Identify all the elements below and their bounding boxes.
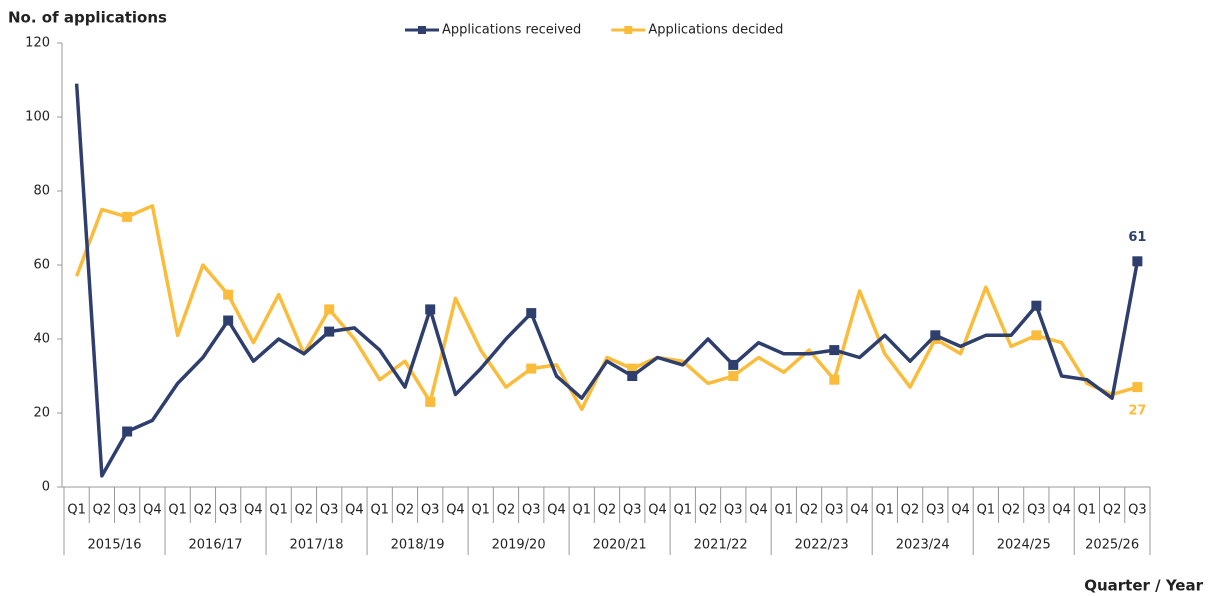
x-tick-label: Q3 bbox=[926, 503, 945, 518]
x-tick-label: Q1 bbox=[674, 503, 693, 518]
x-tick-label: Q4 bbox=[547, 503, 566, 518]
x-tick-label: Q4 bbox=[1052, 503, 1071, 518]
x-tick-label: Q1 bbox=[370, 503, 389, 518]
year-label: 2020/21 bbox=[593, 538, 647, 553]
year-label: 2022/23 bbox=[795, 538, 849, 553]
year-label: 2025/26 bbox=[1085, 538, 1139, 553]
x-tick-label: Q3 bbox=[1128, 503, 1147, 518]
year-label: 2023/24 bbox=[896, 538, 950, 553]
x-tick-label: Q1 bbox=[1078, 503, 1097, 518]
x-tick-label: Q1 bbox=[876, 503, 895, 518]
x-tick-label: Q2 bbox=[295, 503, 314, 518]
x-tick-label: Q2 bbox=[800, 503, 819, 518]
legend-marker bbox=[418, 26, 426, 34]
series-marker bbox=[829, 345, 840, 356]
x-tick-label: Q1 bbox=[471, 503, 490, 518]
x-tick-label: Q3 bbox=[724, 503, 743, 518]
series-marker bbox=[1031, 300, 1042, 311]
year-label: 2018/19 bbox=[391, 538, 445, 553]
x-tick-label: Q3 bbox=[1027, 503, 1046, 518]
y-tick-label: 100 bbox=[25, 110, 50, 125]
series-line bbox=[74, 83, 1140, 478]
series-marker bbox=[829, 374, 840, 385]
legend-label: Applications received bbox=[442, 23, 581, 38]
series-marker bbox=[122, 211, 133, 222]
series-marker bbox=[728, 371, 739, 381]
series-marker bbox=[1031, 330, 1042, 341]
series-marker bbox=[324, 326, 335, 337]
x-tick-label: Q4 bbox=[951, 503, 970, 518]
x-tick-label: Q2 bbox=[1103, 503, 1122, 518]
y-tick-label: 80 bbox=[33, 184, 50, 199]
x-tick-label: Q2 bbox=[194, 503, 213, 518]
x-tick-label: Q4 bbox=[143, 503, 162, 518]
x-tick-label: Q1 bbox=[572, 503, 591, 518]
x-tick-label: Q2 bbox=[901, 503, 920, 518]
x-tick-label: Q4 bbox=[345, 503, 364, 518]
series-marker bbox=[1132, 256, 1143, 267]
series-marker bbox=[627, 371, 638, 381]
year-label: 2016/17 bbox=[189, 538, 243, 553]
x-tick-label: Q3 bbox=[320, 503, 339, 518]
series-marker bbox=[425, 396, 436, 407]
x-tick-label: Q1 bbox=[168, 503, 187, 518]
data-label: 61 bbox=[1128, 230, 1146, 245]
y-axis-label: No. of applications bbox=[8, 9, 167, 27]
series-marker bbox=[627, 363, 638, 374]
x-tick-label: Q4 bbox=[244, 503, 263, 518]
series-marker bbox=[223, 315, 234, 326]
year-label: 2024/25 bbox=[997, 538, 1051, 553]
x-tick-label: Q2 bbox=[396, 503, 415, 518]
series-marker bbox=[223, 289, 234, 300]
y-tick-label: 120 bbox=[25, 36, 50, 51]
y-tick-label: 40 bbox=[33, 332, 50, 347]
year-label: 2021/22 bbox=[694, 538, 748, 553]
x-axis-label: Quarter / Year bbox=[1084, 577, 1203, 595]
x-tick-label: Q2 bbox=[93, 503, 112, 518]
series-line bbox=[74, 204, 1138, 412]
x-tick-label: Q3 bbox=[522, 503, 541, 518]
series-marker bbox=[122, 426, 133, 437]
y-tick-label: 60 bbox=[33, 258, 50, 273]
y-tick-label: 0 bbox=[42, 480, 50, 495]
series-marker bbox=[324, 304, 335, 315]
legend-marker bbox=[624, 26, 633, 34]
year-label: 2015/16 bbox=[88, 538, 142, 553]
x-tick-label: Q4 bbox=[749, 503, 768, 518]
x-tick-label: Q2 bbox=[1002, 503, 1021, 518]
series-marker bbox=[728, 359, 739, 370]
y-tick-label: 20 bbox=[33, 406, 50, 421]
series-marker bbox=[526, 363, 537, 374]
series-marker bbox=[930, 330, 941, 341]
series-marker bbox=[526, 308, 537, 319]
x-tick-label: Q1 bbox=[775, 503, 794, 518]
series-marker bbox=[1132, 382, 1143, 393]
x-tick-label: Q4 bbox=[446, 503, 465, 518]
x-tick-label: Q3 bbox=[623, 503, 642, 518]
x-tick-label: Q2 bbox=[497, 503, 516, 518]
x-tick-label: Q3 bbox=[825, 503, 844, 518]
data-label: 27 bbox=[1128, 404, 1146, 419]
x-tick-label: Q2 bbox=[699, 503, 718, 518]
x-tick-label: Q1 bbox=[977, 503, 996, 518]
x-tick-label: Q2 bbox=[598, 503, 617, 518]
x-tick-label: Q1 bbox=[269, 503, 288, 518]
year-label: 2019/20 bbox=[492, 538, 546, 553]
x-tick-label: Q3 bbox=[219, 503, 238, 518]
x-tick-label: Q3 bbox=[421, 503, 440, 518]
x-tick-label: Q4 bbox=[850, 503, 869, 518]
year-label: 2017/18 bbox=[290, 538, 344, 553]
x-tick-label: Q1 bbox=[67, 503, 86, 518]
legend-label: Applications decided bbox=[648, 23, 783, 38]
x-tick-label: Q3 bbox=[118, 503, 137, 518]
x-tick-label: Q4 bbox=[648, 503, 667, 518]
series-marker bbox=[425, 304, 436, 315]
